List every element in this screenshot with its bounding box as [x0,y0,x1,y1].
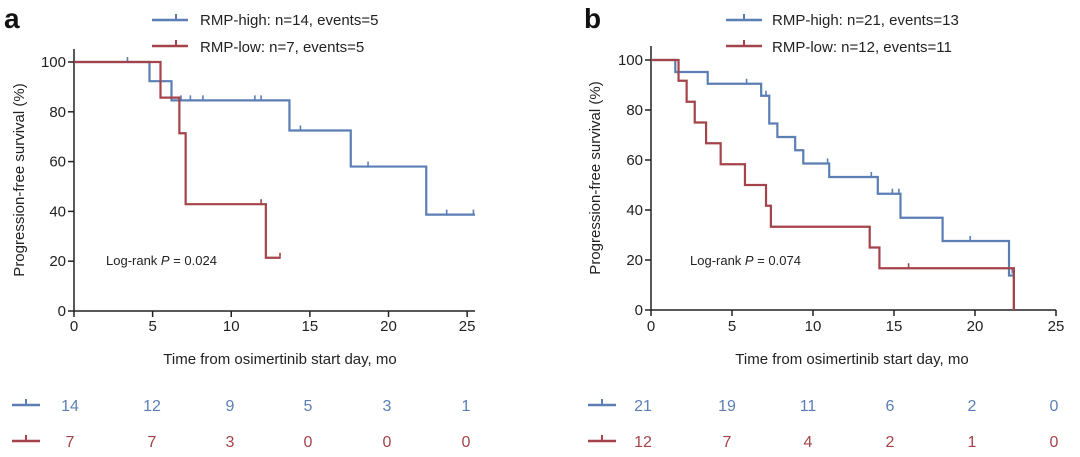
at-risk-value: 2 [968,398,977,415]
at-risk-value: 4 [804,434,813,451]
at-risk-value: 12 [143,398,161,415]
panel-a-legend-low: RMP-low: n=7, events=5 [200,39,364,56]
panel-a-legend-high: RMP-high: n=14, events=5 [200,12,378,29]
at-risk-value: 2 [886,434,895,451]
y-tick-label: 100 [41,54,66,71]
y-tick-label: 80 [49,104,66,121]
x-tick-label: 20 [967,318,984,335]
y-tick-label: 60 [49,154,66,171]
panel-a-legend-high-icon [152,14,188,22]
km-curve-rmp-high [651,58,1015,310]
x-tick-label: 0 [70,318,78,335]
at-risk-value: 6 [886,398,895,415]
panel-a-legend-low-icon [152,40,188,48]
x-tick-label: 20 [380,318,397,335]
y-tick-label: 40 [626,202,643,219]
panel-a-legend: RMP-high: n=14, events=5 RMP-low: n=7, e… [152,12,378,56]
panel-a-logrank-p: P [161,253,170,268]
panel-a-letter: a [4,3,20,34]
panel-b-y-ticks: 0 20 40 60 80 100 [618,52,651,319]
at-risk-value: 21 [634,398,652,415]
at-risk-value: 14 [61,398,79,415]
panel-b-risk-high-icon [588,399,616,407]
at-risk-value: 3 [383,398,392,415]
panel-b-logrank-prefix: Log-rank [690,253,745,268]
panel-a-x-ticks: 0 5 10 15 20 25 [70,311,476,335]
x-tick-label: 5 [148,318,156,335]
y-tick-label: 40 [49,203,66,220]
panel-b-logrank-p: P [745,253,754,268]
panel-a-risk-low-icon [12,435,40,443]
panel-b-legend-high-icon [726,14,762,22]
x-tick-label: 25 [1048,318,1065,335]
panel-b-logrank: Log-rank P = 0.074 [690,253,801,268]
panel-a-risk-table: 14 12 9 5 3 1 7 7 3 0 0 0 [12,398,471,451]
panel-a-y-ticks: 0 20 40 60 80 100 [41,54,74,320]
y-tick-label: 80 [626,102,643,119]
km-curve-rmp-high [74,60,475,216]
x-tick-label: 15 [302,318,319,335]
at-risk-value: 0 [462,434,471,451]
panel-a-logrank-value: = 0.024 [170,253,217,268]
x-tick-label: 10 [223,318,240,335]
x-tick-label: 15 [886,318,903,335]
at-risk-value: 19 [718,398,736,415]
panel-b: b RMP-high: n=21, events=13 RMP-low: n=1… [584,3,1064,451]
at-risk-value: 0 [383,434,392,451]
y-tick-label: 20 [49,253,66,270]
panel-b-legend-low-icon [726,40,762,48]
panel-b-legend: RMP-high: n=21, events=13 RMP-low: n=12,… [726,12,959,56]
km-curve-rmp-low [651,58,1015,310]
x-tick-label: 25 [459,318,476,335]
panel-b-xlabel: Time from osimertinib start day, mo [735,351,968,368]
at-risk-value: 1 [462,398,471,415]
panel-b-letter: b [584,3,601,34]
at-risk-value: 0 [1050,434,1059,451]
panel-b-logrank-value: = 0.074 [754,253,801,268]
y-tick-label: 20 [626,252,643,269]
panel-a-risk-high-icon [12,399,40,407]
panel-a-curves [74,57,475,259]
panel-b-risk-values: 21 19 11 6 2 012 7 4 2 1 0 [634,398,1058,451]
x-tick-label: 10 [805,318,822,335]
y-tick-label: 60 [626,152,643,169]
at-risk-value: 3 [226,434,235,451]
y-tick-label: 100 [618,52,643,69]
at-risk-value: 5 [304,398,313,415]
panel-b-legend-low: RMP-low: n=12, events=11 [772,39,952,56]
panel-a-ylabel: Progression-free survival (%) [11,83,28,276]
panel-a-xlabel: Time from osimertinib start day, mo [163,351,396,368]
at-risk-value: 7 [66,434,75,451]
panel-a-logrank: Log-rank P = 0.024 [106,253,217,268]
panel-a-risk-values: 14 12 9 5 3 1 7 7 3 0 0 0 [61,398,470,451]
panel-b-legend-high: RMP-high: n=21, events=13 [772,12,959,29]
at-risk-value: 0 [1050,398,1059,415]
at-risk-value: 7 [723,434,732,451]
at-risk-value: 11 [800,398,817,415]
at-risk-value: 1 [968,434,977,451]
at-risk-value: 12 [634,434,652,451]
at-risk-value: 7 [148,434,157,451]
y-tick-label: 0 [58,303,66,320]
at-risk-value: 9 [226,398,235,415]
panel-b-x-ticks: 0 5 10 15 20 25 [647,310,1065,335]
panel-b-risk-table: 21 19 11 6 2 012 7 4 2 1 0 [588,398,1059,451]
panel-b-ylabel: Progression-free survival (%) [587,81,604,274]
panel-a: a RMP-high: n=14, events=5 RMP-low: n=7,… [4,3,475,451]
y-tick-label: 0 [635,302,643,319]
at-risk-value: 0 [304,434,313,451]
panel-b-risk-low-icon [588,435,616,443]
x-tick-label: 5 [728,318,736,335]
x-tick-label: 0 [647,318,655,335]
panel-b-curves [651,58,1015,310]
km-curve-rmp-low [74,60,281,259]
panel-a-logrank-prefix: Log-rank [106,253,161,268]
